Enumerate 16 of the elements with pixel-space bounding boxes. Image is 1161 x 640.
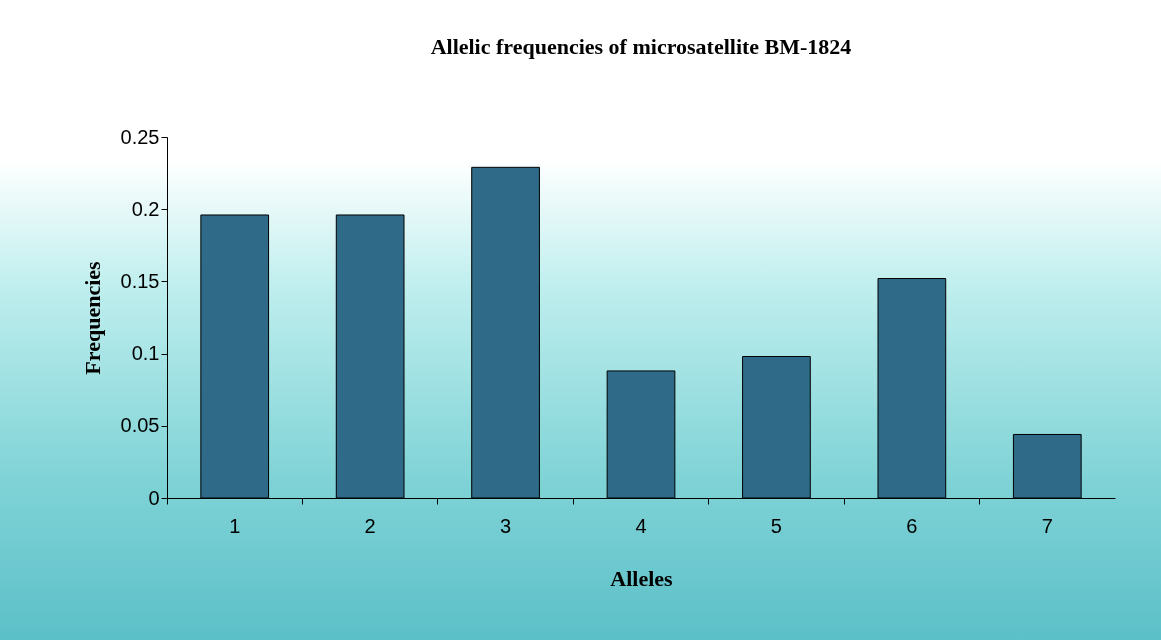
x-tick-label: 7 — [1041, 514, 1053, 537]
x-tick-label: 3 — [500, 514, 512, 537]
y-axis-title: Frequencies — [79, 260, 105, 375]
chart-title: Allelic frequencies of microsatellite BM-1824 — [430, 34, 852, 59]
y-tick-label: 0.2 — [131, 197, 160, 220]
y-tick-label: 0.05 — [120, 414, 160, 437]
x-tick-label: 5 — [770, 514, 782, 537]
x-tick-label: 4 — [635, 514, 647, 537]
x-tick-label: 1 — [229, 514, 241, 537]
x-axis-title: Alleles — [610, 565, 674, 591]
x-tick-label: 6 — [906, 514, 918, 537]
y-tick-label: 0 — [148, 486, 160, 509]
y-tick-label: 0.1 — [131, 342, 160, 365]
y-tick-label: 0.25 — [120, 125, 160, 148]
y-tick-label: 0.15 — [120, 269, 160, 292]
x-tick-label: 2 — [364, 514, 376, 537]
